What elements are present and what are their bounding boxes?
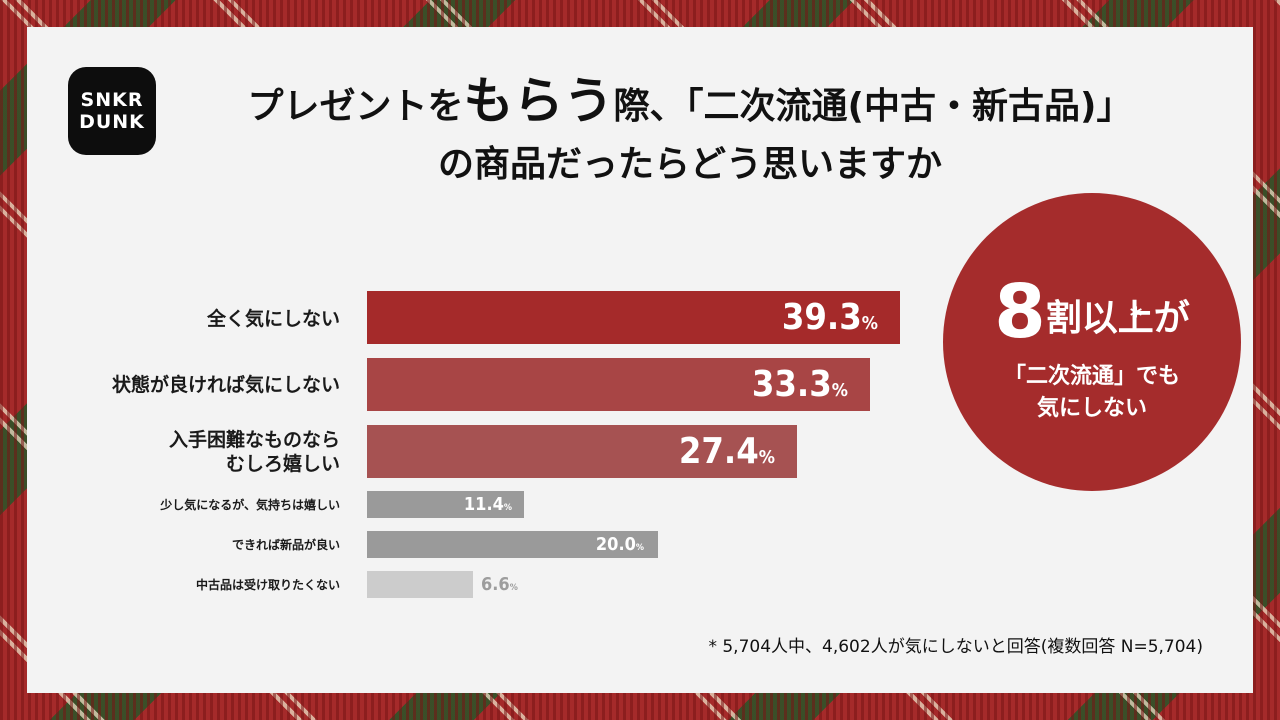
row-label-3-line1: 入手困難なものなら [168,429,340,451]
footnote: * 5,704人中、4,602人が気にしないと回答(複数回答 N=5,704) [708,637,1203,657]
row-label-6: 中古品は受け取りたくない [195,578,340,592]
row-label-1: 全く気にしない [206,308,340,330]
bar-value-4: 11.4% [463,494,512,515]
bar-value-6: 6.6% [481,574,518,595]
badge-subtext: 「二次流通」でも 気にしない [943,361,1241,425]
badge-text2: が [1153,298,1190,339]
row-label-5: できれば新品が良い [231,538,340,552]
badge-text1: 割以上 * [1046,298,1154,339]
bar-value-2: 33.3% [751,364,848,405]
bar-1: 39.3% [367,291,900,344]
row-label-3-line2: むしろ嬉しい [225,453,340,475]
title-part2: 際、「二次流通(中古・新古品)」 [613,86,1133,127]
page-title: プレゼントをもらう際、「二次流通(中古・新古品)」 の商品だったらどう思いますか [170,72,1210,194]
row-label-4: 少し気になるが、気持ちは嬉しい [160,498,340,512]
title-line2: の商品だったらどう思いますか [437,144,942,185]
title-emphasis: もらう [463,72,614,130]
row-label-3: 入手困難なものなら むしろ嬉しい [169,428,340,476]
snkrdunk-logo: SNKR DUNK [68,67,156,155]
bar-2: 33.3% [367,358,870,411]
logo-text-line1: SNKR [80,89,144,111]
bar-5: 20.0% [367,531,658,558]
badge-number: 8 [994,269,1046,355]
bar-value-3: 27.4% [678,431,775,472]
badge-subtext-line2: 気にしない [1036,396,1147,421]
asterisk-mark: * [1129,302,1143,330]
bar-3: 27.4% [367,425,797,478]
badge-subtext-line1: 「二次流通」でも [1003,364,1180,389]
bar-6: 6.6% [367,571,518,598]
summary-badge: 8割以上 * が 「二次流通」でも 気にしない [943,193,1241,491]
row-label-2: 状態が良ければ気にしない [111,374,340,396]
bar-value-1: 39.3% [781,297,878,338]
title-part1: プレゼントを [247,86,464,127]
bar-4: 11.4% [367,491,524,518]
bar-value-5: 20.0% [595,534,644,555]
logo-text-line2: DUNK [79,111,145,133]
badge-headline: 8割以上 * が [943,275,1241,349]
